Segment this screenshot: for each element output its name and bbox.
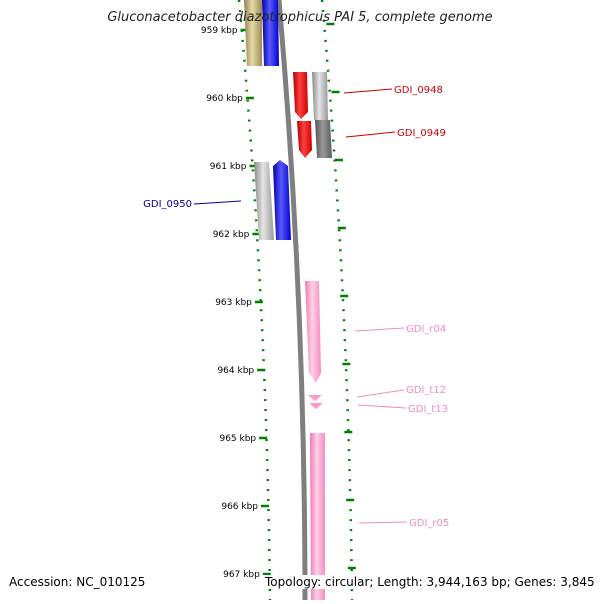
scale-tick-label: 966 kbp [221, 502, 258, 512]
feature-rrna-04 [305, 281, 321, 383]
feature-red-a [293, 72, 308, 119]
scale-tick-label: 964 kbp [217, 366, 254, 376]
gene-leader-line [343, 88, 393, 94]
feature-red-b [297, 121, 312, 158]
gene-label-layer: GDI_0948 GDI_0949 GDI_0950 GDI_r04 GDI_t12 GD… [143, 85, 449, 529]
gene-leader-line [354, 327, 405, 332]
feature-blue-c [273, 160, 291, 240]
feature-olive [244, 0, 262, 66]
scale-layer [237, 0, 356, 601]
feature-layer [244, 0, 332, 600]
topology-text: Topology: circular; Length: 3,944,163 bp… [263, 575, 595, 589]
scale-tick-label: 959 kbp [201, 26, 238, 36]
feature-rrna-05 [310, 433, 325, 600]
genome-title: Gluconacetobacter diazotrophicus PAI 5, … [107, 10, 493, 25]
feature-dark-b [315, 120, 332, 158]
feature-trna-13 [309, 403, 323, 409]
feature-trna-12 [308, 395, 322, 401]
gene-leader-line [193, 200, 242, 205]
tick-label-layer: 959 kbp 960 kbp 961 kbp 962 kbp 963 kbp 964 k… [201, 26, 260, 580]
gene-leader-line [345, 131, 396, 138]
gene-label-gdi-r04[interactable]: GDI_r04 [406, 324, 446, 335]
scale-ring-dots [237, 0, 272, 601]
gene-leader-line [356, 389, 405, 398]
feature-gray-c [254, 162, 274, 240]
gene-label-gdi-0948[interactable]: GDI_0948 [394, 85, 443, 96]
gene-label-gdi-0949[interactable]: GDI_0949 [397, 128, 446, 139]
feature-gray-a [312, 72, 328, 120]
scale-tick-label: 960 kbp [206, 94, 243, 104]
accession-text: Accession: NC_010125 [9, 575, 148, 589]
gene-leader-line [357, 404, 407, 409]
scale-tick-label: 961 kbp [210, 162, 247, 172]
gene-label-gdi-t13[interactable]: GDI_t13 [408, 404, 448, 415]
gene-label-gdi-0950[interactable]: GDI_0950 [143, 199, 192, 210]
feature-blue-top [262, 0, 279, 66]
gene-label-gdi-t12[interactable]: GDI_t12 [406, 385, 446, 396]
scale-tick-label: 962 kbp [213, 230, 250, 240]
scale-tick-label: 967 kbp [223, 570, 260, 580]
gene-label-gdi-r05[interactable]: GDI_r05 [409, 518, 449, 529]
scale-ring-dots [320, 0, 354, 601]
scale-tick-label: 963 kbp [215, 298, 252, 308]
backbone-track [276, 0, 308, 601]
gene-leader-line [358, 521, 408, 524]
scale-tick-label: 965 kbp [219, 434, 256, 444]
